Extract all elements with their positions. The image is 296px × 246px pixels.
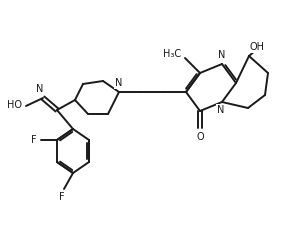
Text: F: F xyxy=(31,135,37,145)
Text: H₃C: H₃C xyxy=(163,49,181,59)
Text: O: O xyxy=(196,132,204,142)
Text: N: N xyxy=(218,50,226,60)
Text: N: N xyxy=(36,84,44,94)
Text: OH: OH xyxy=(249,42,264,52)
Text: N: N xyxy=(115,78,123,88)
Text: F: F xyxy=(59,192,65,202)
Text: N: N xyxy=(217,105,225,115)
Text: HO: HO xyxy=(7,100,22,110)
